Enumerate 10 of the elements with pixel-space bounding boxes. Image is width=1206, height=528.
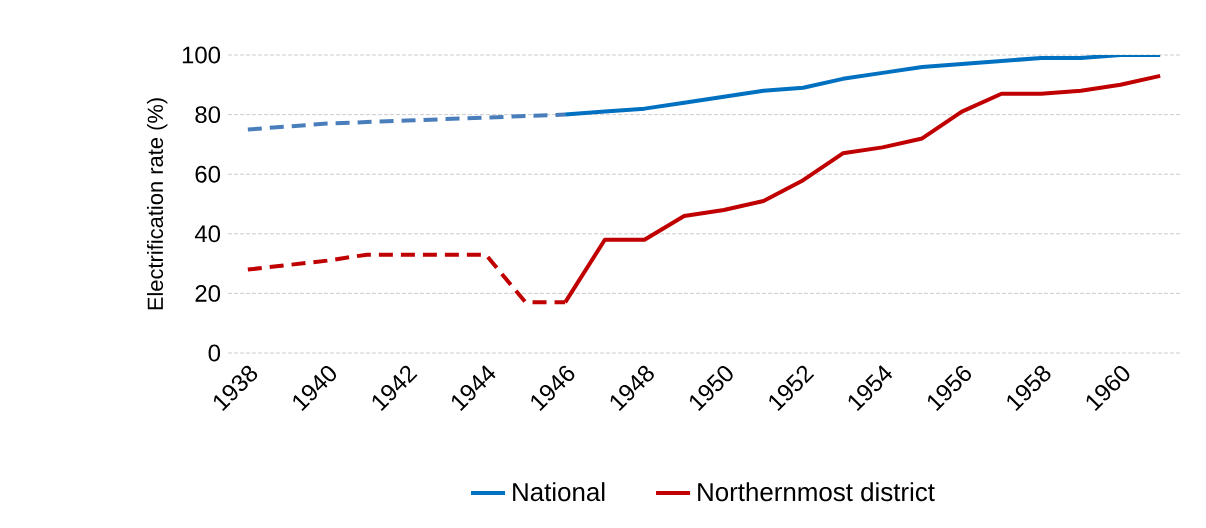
- y-axis-title: Electrification rate (%): [146, 98, 168, 310]
- legend-label: Northernmost district: [698, 482, 935, 502]
- y-tick-label: 20: [195, 284, 221, 302]
- line-series: [563, 55, 1163, 117]
- y-tick-label: 0: [208, 344, 221, 362]
- y-tick-label: 40: [194, 225, 221, 243]
- y-tick-label: 60: [195, 165, 221, 183]
- y-tick-label: 100: [182, 46, 221, 64]
- legend-label: National: [513, 482, 605, 502]
- y-tick-label: 80: [195, 106, 221, 124]
